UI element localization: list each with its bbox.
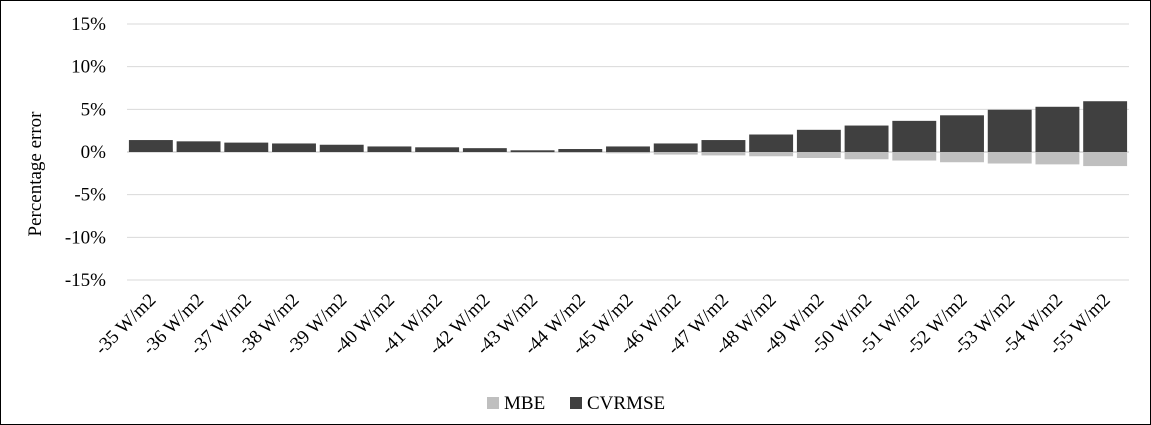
y-tick-label: -10% [65,227,106,248]
bar-mbe [940,152,984,163]
bar-mbe [1083,152,1128,167]
bar-cvrmse [987,109,1032,152]
legend-label-cvrmse: CVRMSE [587,393,665,414]
bar-cvrmse [1035,106,1080,152]
bar-cvrmse [796,129,841,152]
y-tick-label: 15% [71,14,106,35]
bar-mbe [653,152,698,155]
bar-cvrmse [606,146,650,152]
bar-mbe [1035,152,1080,165]
y-tick-label: 10% [71,57,106,78]
legend-swatch-mbe [487,397,499,409]
mbe-series [128,148,1128,167]
bar-cvrmse [1083,101,1128,152]
bar-cvrmse [940,115,984,152]
bar-cvrmse [272,143,316,152]
bar-mbe [749,152,794,157]
bar-cvrmse [462,148,507,152]
bar-cvrmse [892,120,937,152]
bar-cvrmse [510,150,555,152]
bar-cvrmse [415,147,460,152]
y-tick-label: -5% [74,185,106,206]
x-axis-ticks: -35 W/m2-36 W/m2-37 W/m2-38 W/m2-39 W/m2… [91,290,1115,359]
bar-cvrmse [701,140,746,152]
legend-label-mbe: MBE [504,393,545,414]
bar-mbe [987,152,1032,164]
cvrmse-series [128,101,1128,152]
bar-mbe [701,152,746,156]
bar-mbe [606,152,650,154]
bar-cvrmse [558,149,603,152]
y-tick-label: -15% [65,270,106,291]
bar-cvrmse [224,142,269,152]
bar-cvrmse [653,143,698,152]
bar-cvrmse [128,140,173,152]
bar-mbe [510,152,555,153]
legend: MBE CVRMSE [487,393,665,414]
y-tick-label: 0% [81,142,107,163]
y-axis-ticks: 15% 10% 5% 0% -5% -10% -15% [65,14,106,291]
bar-cvrmse [367,146,412,152]
y-tick-label: 5% [81,99,107,120]
bar-cvrmse [176,141,221,152]
bar-mbe [558,152,603,153]
bar-mbe [844,152,889,160]
bar-mbe [892,152,937,161]
bar-mbe [796,152,841,158]
legend-swatch-cvrmse [570,397,582,409]
y-axis-label: Percentage error [25,111,46,237]
bar-cvrmse [319,144,364,152]
bar-cvrmse [844,125,889,152]
bar-cvrmse [749,134,794,152]
